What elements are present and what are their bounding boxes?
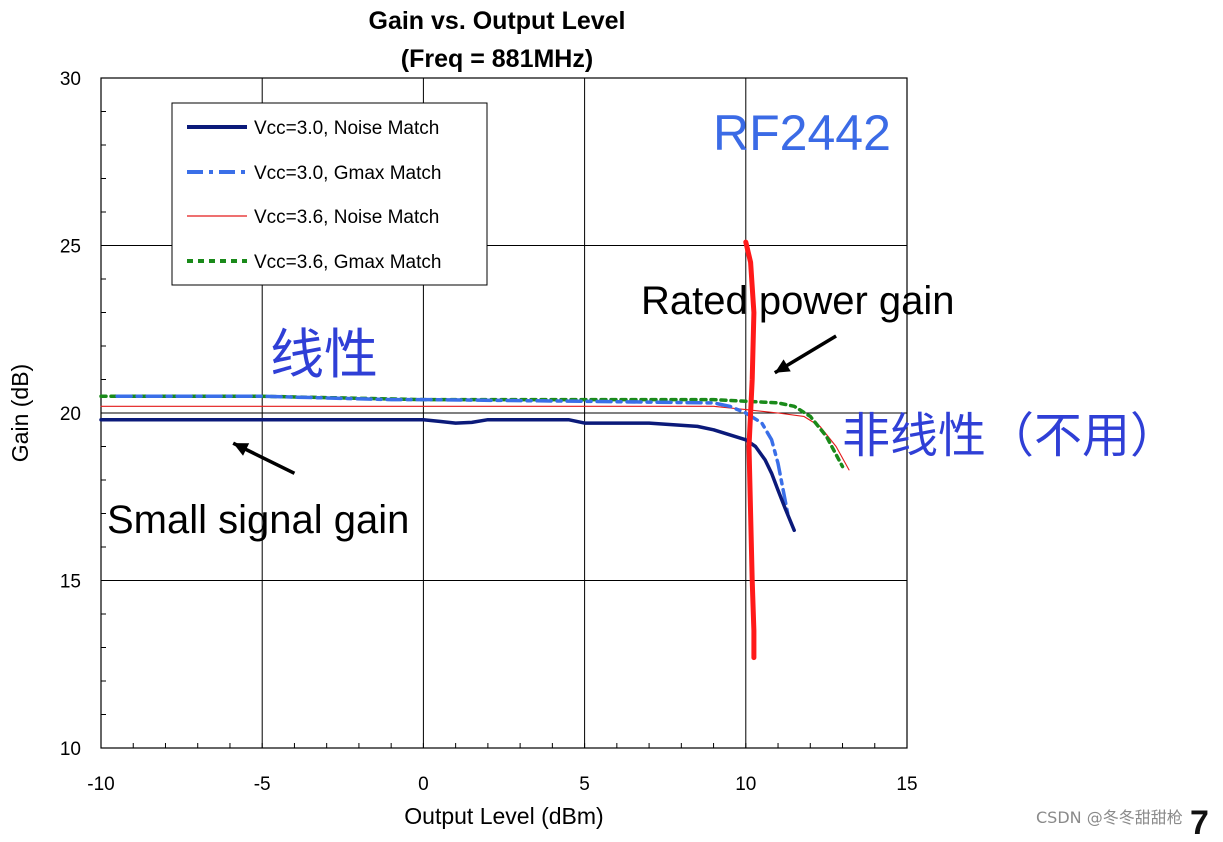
x-tick-label: 15 — [896, 774, 917, 795]
y-tick-label: 10 — [60, 739, 81, 760]
series-lines — [99, 394, 850, 533]
legend: Vcc=3.0, Noise Match Vcc=3.0, Gmax Match… — [171, 102, 488, 286]
y-tick-label: 25 — [60, 237, 81, 258]
nonlinear-label: 非线性（不用） — [842, 408, 1179, 464]
legend-label-vcc36-noise: Vcc=3.6, Noise Match — [254, 207, 439, 228]
annotation-arrows — [232, 334, 837, 475]
rated-power-marker — [743, 239, 757, 661]
y-tick-label: 20 — [60, 404, 81, 425]
brand-label: RF2442 — [713, 105, 891, 161]
arrow-head-1 — [774, 359, 791, 373]
legend-box — [171, 102, 488, 286]
rated-power-line — [743, 239, 757, 661]
legend-label-vcc30-gmax: Vcc=3.0, Gmax Match — [254, 163, 441, 184]
small-signal-gain-label: Small signal gain — [107, 498, 410, 542]
series-line-1 — [115, 394, 790, 516]
x-tick-label: 10 — [735, 774, 756, 795]
x-tick-label: -10 — [87, 774, 114, 795]
x-tick-label: -5 — [254, 774, 271, 795]
series-line-0 — [99, 417, 796, 533]
watermark: CSDN @冬冬甜甜枪 — [1036, 808, 1183, 827]
x-tick-label: 0 — [418, 774, 429, 795]
tick-labels: -10 -5 0 5 10 15 10 15 20 25 30 — [60, 69, 918, 795]
arrow-head-0 — [233, 443, 250, 456]
chart-title: Gain vs. Output Level — [369, 7, 626, 35]
corner-mark: 7 — [1190, 804, 1209, 842]
legend-label-vcc36-gmax: Vcc=3.6, Gmax Match — [254, 252, 441, 273]
y-tick-label: 30 — [60, 69, 81, 90]
y-tick-label: 15 — [60, 572, 81, 593]
rated-power-gain-label: Rated power gain — [641, 279, 955, 323]
linear-label: 线性 — [270, 323, 378, 386]
chart-subtitle: (Freq = 881MHz) — [401, 45, 593, 73]
y-axis-label: Gain (dB) — [7, 364, 33, 462]
axis-ticks — [100, 77, 908, 749]
x-axis-label: Output Level (dBm) — [404, 803, 603, 829]
x-tick-label: 5 — [579, 774, 590, 795]
legend-label-vcc30-noise: Vcc=3.0, Noise Match — [254, 118, 439, 139]
